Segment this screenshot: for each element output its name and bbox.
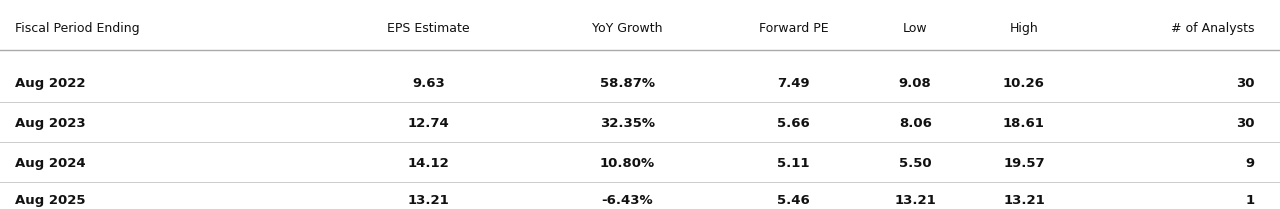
Text: 30: 30	[1236, 117, 1254, 130]
Text: 12.74: 12.74	[408, 117, 449, 130]
Text: Aug 2023: Aug 2023	[15, 117, 86, 130]
Text: 10.80%: 10.80%	[599, 157, 655, 169]
Text: Forward PE: Forward PE	[759, 22, 828, 35]
Text: 13.21: 13.21	[408, 194, 449, 207]
Text: 32.35%: 32.35%	[600, 117, 654, 130]
Text: 13.21: 13.21	[1004, 194, 1044, 207]
Text: Aug 2022: Aug 2022	[15, 77, 86, 90]
Text: 8.06: 8.06	[899, 117, 932, 130]
Text: 58.87%: 58.87%	[600, 77, 654, 90]
Text: 9: 9	[1245, 157, 1254, 169]
Text: 1: 1	[1245, 194, 1254, 207]
Text: 9.08: 9.08	[899, 77, 932, 90]
Text: 19.57: 19.57	[1004, 157, 1044, 169]
Text: High: High	[1010, 22, 1038, 35]
Text: Low: Low	[902, 22, 928, 35]
Text: 10.26: 10.26	[1004, 77, 1044, 90]
Text: # of Analysts: # of Analysts	[1171, 22, 1254, 35]
Text: 18.61: 18.61	[1004, 117, 1044, 130]
Text: YoY Growth: YoY Growth	[591, 22, 663, 35]
Text: -6.43%: -6.43%	[602, 194, 653, 207]
Text: 13.21: 13.21	[895, 194, 936, 207]
Text: 5.50: 5.50	[899, 157, 932, 169]
Text: 14.12: 14.12	[408, 157, 449, 169]
Text: 7.49: 7.49	[777, 77, 810, 90]
Text: Aug 2025: Aug 2025	[15, 194, 86, 207]
Text: 5.66: 5.66	[777, 117, 810, 130]
Text: EPS Estimate: EPS Estimate	[388, 22, 470, 35]
Text: 5.11: 5.11	[777, 157, 810, 169]
Text: 5.46: 5.46	[777, 194, 810, 207]
Text: Aug 2024: Aug 2024	[15, 157, 86, 169]
Text: 9.63: 9.63	[412, 77, 445, 90]
Text: 30: 30	[1236, 77, 1254, 90]
Text: Fiscal Period Ending: Fiscal Period Ending	[15, 22, 140, 35]
